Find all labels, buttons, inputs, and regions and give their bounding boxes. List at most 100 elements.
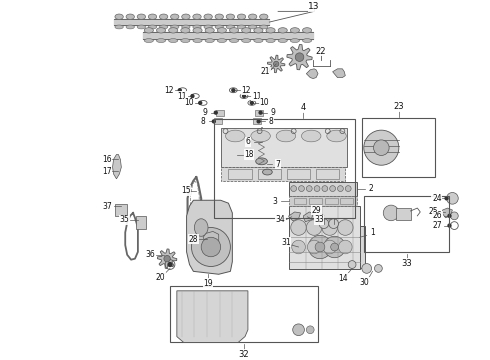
Ellipse shape bbox=[126, 14, 134, 19]
Ellipse shape bbox=[169, 39, 178, 42]
Text: 9: 9 bbox=[203, 108, 208, 117]
Text: 1: 1 bbox=[370, 228, 375, 237]
Circle shape bbox=[448, 215, 451, 217]
Ellipse shape bbox=[251, 130, 270, 142]
Ellipse shape bbox=[193, 25, 201, 29]
Circle shape bbox=[331, 243, 339, 251]
Circle shape bbox=[364, 130, 399, 165]
Ellipse shape bbox=[260, 14, 268, 19]
Ellipse shape bbox=[195, 219, 208, 236]
Ellipse shape bbox=[193, 28, 202, 33]
Text: 18: 18 bbox=[244, 150, 254, 159]
Ellipse shape bbox=[182, 14, 190, 19]
Circle shape bbox=[338, 220, 353, 235]
Ellipse shape bbox=[266, 28, 275, 33]
Circle shape bbox=[199, 102, 202, 104]
Text: 19: 19 bbox=[203, 279, 213, 288]
Ellipse shape bbox=[217, 28, 226, 33]
Circle shape bbox=[259, 111, 262, 114]
Bar bbox=[258, 169, 281, 179]
Ellipse shape bbox=[248, 14, 257, 19]
Bar bbox=[216, 110, 223, 116]
Text: 13: 13 bbox=[308, 2, 320, 11]
Polygon shape bbox=[177, 291, 248, 342]
Bar bbox=[228, 169, 252, 179]
Text: 2: 2 bbox=[368, 184, 373, 193]
Text: 12: 12 bbox=[241, 86, 251, 95]
Ellipse shape bbox=[229, 39, 239, 42]
Text: 20: 20 bbox=[155, 273, 165, 282]
Circle shape bbox=[307, 240, 321, 254]
Polygon shape bbox=[306, 69, 318, 78]
Polygon shape bbox=[287, 45, 312, 70]
Circle shape bbox=[306, 326, 314, 334]
Ellipse shape bbox=[204, 14, 212, 19]
Text: 34: 34 bbox=[275, 215, 285, 224]
Circle shape bbox=[324, 236, 345, 258]
Bar bbox=[294, 198, 306, 204]
Circle shape bbox=[306, 186, 312, 192]
Text: 11: 11 bbox=[177, 91, 187, 100]
Ellipse shape bbox=[148, 25, 157, 29]
Ellipse shape bbox=[144, 28, 153, 33]
Ellipse shape bbox=[156, 39, 166, 42]
Ellipse shape bbox=[254, 39, 263, 42]
Ellipse shape bbox=[169, 28, 178, 33]
Circle shape bbox=[450, 212, 458, 220]
Text: 10: 10 bbox=[185, 98, 195, 107]
Circle shape bbox=[306, 220, 322, 235]
Ellipse shape bbox=[204, 25, 212, 29]
Ellipse shape bbox=[248, 25, 257, 29]
Circle shape bbox=[314, 186, 320, 192]
Ellipse shape bbox=[242, 39, 251, 42]
Circle shape bbox=[322, 220, 338, 235]
Ellipse shape bbox=[302, 39, 312, 42]
Bar bbox=[214, 118, 221, 124]
Circle shape bbox=[295, 53, 304, 62]
Text: 28: 28 bbox=[189, 235, 198, 244]
Circle shape bbox=[192, 228, 230, 266]
Ellipse shape bbox=[237, 14, 245, 19]
Ellipse shape bbox=[144, 39, 153, 42]
Text: 17: 17 bbox=[102, 167, 112, 176]
Text: 23: 23 bbox=[393, 102, 404, 111]
Text: 8: 8 bbox=[269, 117, 273, 126]
Ellipse shape bbox=[193, 39, 202, 42]
Circle shape bbox=[445, 197, 448, 200]
Text: 33: 33 bbox=[314, 215, 324, 224]
Circle shape bbox=[298, 186, 304, 192]
Circle shape bbox=[446, 193, 458, 204]
Circle shape bbox=[250, 102, 253, 104]
Circle shape bbox=[315, 242, 325, 252]
Ellipse shape bbox=[148, 14, 157, 19]
Circle shape bbox=[212, 120, 215, 123]
Text: 12: 12 bbox=[164, 86, 174, 95]
Ellipse shape bbox=[205, 28, 214, 33]
Text: 30: 30 bbox=[360, 278, 369, 287]
Circle shape bbox=[292, 240, 305, 254]
Text: 8: 8 bbox=[201, 117, 205, 126]
Bar bbox=[364, 196, 449, 252]
Circle shape bbox=[448, 224, 451, 227]
Ellipse shape bbox=[278, 39, 287, 42]
Ellipse shape bbox=[215, 25, 223, 29]
Ellipse shape bbox=[205, 39, 214, 42]
Bar bbox=[116, 204, 127, 216]
Circle shape bbox=[232, 89, 235, 92]
Ellipse shape bbox=[242, 28, 251, 33]
Polygon shape bbox=[333, 69, 345, 78]
Text: 6: 6 bbox=[245, 138, 250, 147]
Ellipse shape bbox=[126, 25, 134, 29]
Text: 15: 15 bbox=[181, 186, 191, 195]
Ellipse shape bbox=[302, 28, 312, 33]
Text: 32: 32 bbox=[239, 350, 249, 359]
Ellipse shape bbox=[137, 14, 146, 19]
Ellipse shape bbox=[263, 169, 272, 175]
Ellipse shape bbox=[181, 39, 190, 42]
Bar bbox=[255, 110, 263, 116]
Text: 4: 4 bbox=[301, 103, 306, 112]
Circle shape bbox=[373, 140, 389, 156]
Polygon shape bbox=[289, 212, 300, 221]
Bar bbox=[316, 169, 340, 179]
Circle shape bbox=[339, 240, 352, 254]
